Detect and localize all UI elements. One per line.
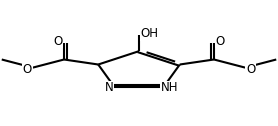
Text: O: O [23,63,32,76]
Text: O: O [246,63,255,76]
Text: O: O [53,35,63,48]
Text: N: N [105,82,113,94]
Text: NH: NH [160,82,178,94]
Text: OH: OH [140,27,158,40]
Text: O: O [215,35,225,48]
